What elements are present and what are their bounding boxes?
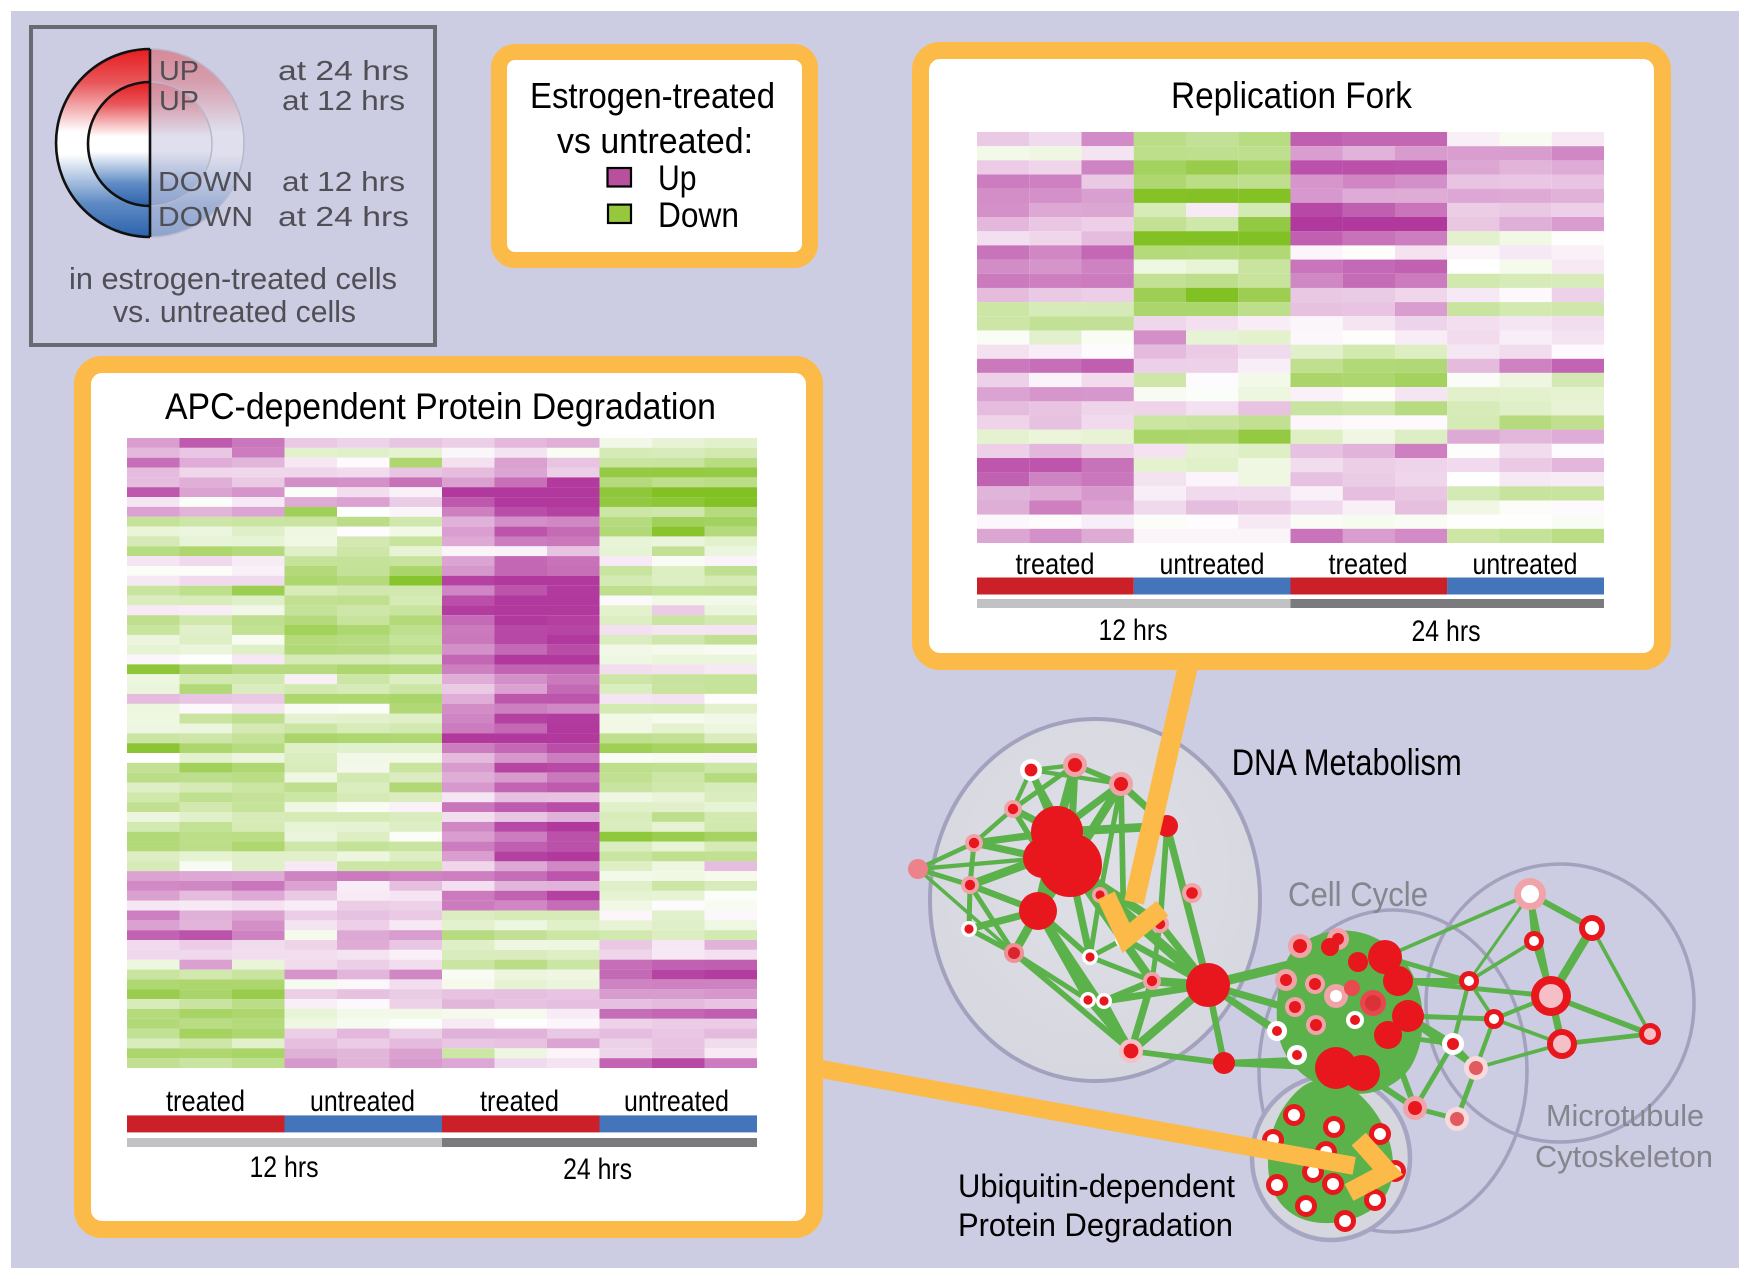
svg-text:DNA Metabolism: DNA Metabolism [1232,742,1462,783]
svg-text:DOWN: DOWN [158,166,253,197]
svg-text:in estrogen-treated cells: in estrogen-treated cells [69,261,397,296]
svg-text:Microtubule: Microtubule [1546,1098,1704,1133]
svg-text:UP: UP [159,55,199,86]
svg-text:at 24 hrs: at 24 hrs [278,201,409,232]
svg-text:Cytoskeleton: Cytoskeleton [1535,1139,1713,1174]
svg-text:untreated: untreated [1160,548,1265,581]
svg-text:at 24 hrs: at 24 hrs [278,55,409,86]
svg-text:at 12 hrs: at 12 hrs [282,166,405,197]
svg-text:Estrogen-treated: Estrogen-treated [530,75,775,116]
svg-text:Ubiquitin-dependent: Ubiquitin-dependent [958,1168,1235,1204]
svg-text:treated: treated [1016,548,1095,581]
svg-text:vs. untreated cells: vs. untreated cells [113,294,356,329]
svg-text:12 hrs: 12 hrs [250,1151,319,1184]
svg-text:Up: Up [658,159,697,198]
svg-text:UP: UP [159,85,199,116]
svg-text:APC-dependent Protein Degradat: APC-dependent Protein Degradation [165,386,716,427]
svg-text:24 hrs: 24 hrs [563,1153,632,1186]
svg-text:Protein Degradation: Protein Degradation [958,1207,1233,1243]
svg-text:untreated: untreated [624,1085,729,1118]
svg-text:12 hrs: 12 hrs [1099,614,1168,647]
svg-text:24 hrs: 24 hrs [1412,615,1481,648]
svg-text:untreated: untreated [310,1085,415,1118]
svg-text:treated: treated [166,1085,245,1118]
svg-text:Down: Down [658,196,739,235]
svg-text:untreated: untreated [1473,548,1578,581]
svg-text:treated: treated [480,1085,559,1118]
svg-text:Replication Fork: Replication Fork [1171,75,1412,116]
svg-text:Cell Cycle: Cell Cycle [1288,876,1428,914]
svg-text:treated: treated [1329,548,1408,581]
svg-text:vs untreated:: vs untreated: [557,120,753,161]
svg-text:DOWN: DOWN [158,201,253,232]
svg-text:at 12 hrs: at 12 hrs [282,85,405,116]
